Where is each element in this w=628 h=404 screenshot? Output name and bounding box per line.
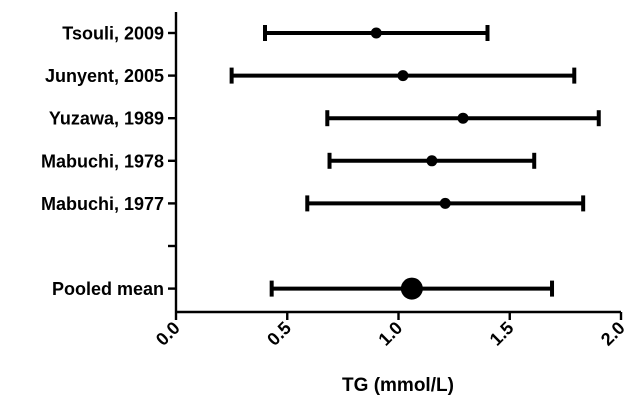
forest-rows: Tsouli, 2009 Junyent, 2005 Yuzawa, 1989 Mab… [41, 24, 601, 300]
study-label: Yuzawa, 1989 [49, 109, 164, 129]
x-axis-title: TG (mmol/L) [342, 375, 454, 396]
pooled-mean-label: Pooled mean [52, 279, 164, 299]
x-tick-label: 0.5 [263, 318, 295, 350]
x-axis-ticks: 0.0 0.5 1.0 1.5 2.0 [152, 312, 628, 350]
study-label: Mabuchi, 1977 [41, 194, 164, 214]
x-tick-label: 2.0 [597, 318, 628, 350]
x-tick-label: 1.0 [374, 318, 406, 350]
x-tick-label: 0.0 [152, 318, 184, 350]
study-label: Junyent, 2005 [45, 66, 164, 86]
study-mean-point [439, 197, 451, 209]
study-mean-point [457, 112, 469, 124]
study-mean-point [370, 27, 382, 39]
pooled-mean-point [400, 277, 423, 300]
study-label: Mabuchi, 1978 [41, 151, 164, 171]
x-tick-label: 1.5 [486, 318, 518, 350]
study-label: Tsouli, 2009 [62, 24, 164, 44]
study-mean-point [426, 155, 438, 167]
study-mean-point [397, 70, 409, 82]
